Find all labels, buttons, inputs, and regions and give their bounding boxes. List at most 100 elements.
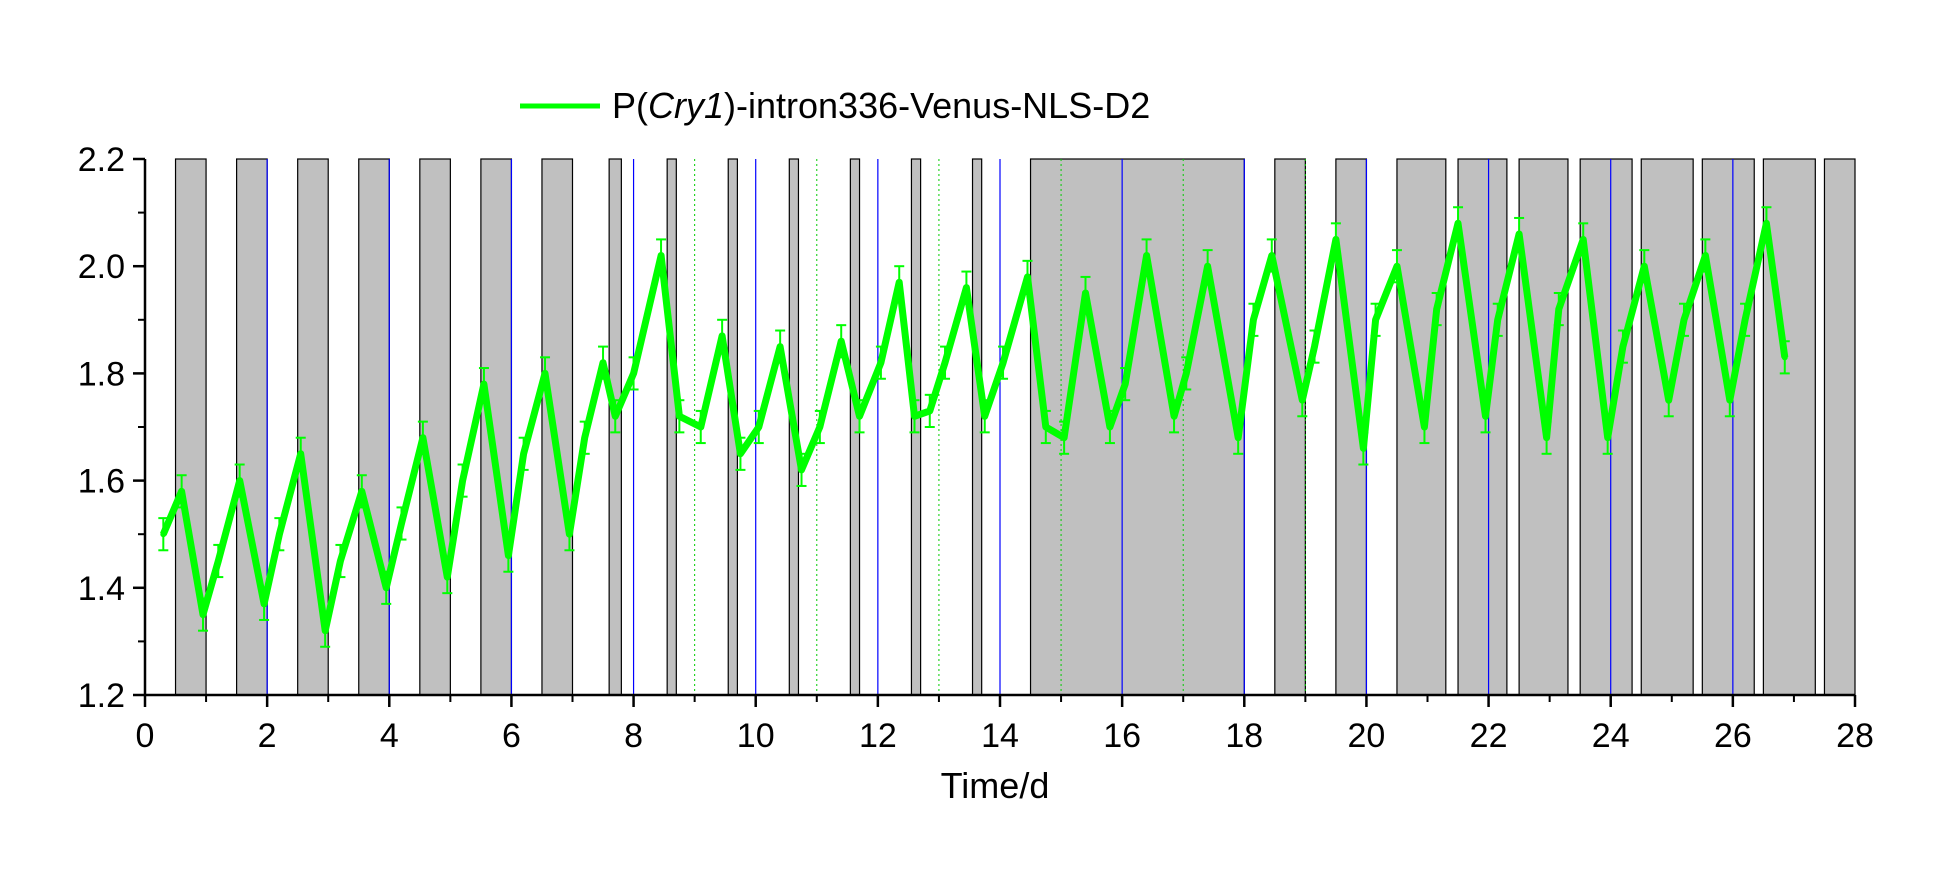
data-point	[1250, 316, 1257, 323]
data-point	[200, 611, 207, 618]
data-point	[1000, 359, 1007, 366]
data-point	[1763, 220, 1770, 227]
axes: 0 2 4 6 8 10 12 14 16 18 20 22 24 26 281.21.41.61.82.0…	[78, 141, 1874, 755]
data-point	[856, 413, 863, 420]
data-point	[1082, 290, 1089, 296]
x-tick-label: 20	[1348, 717, 1386, 755]
data-point	[1455, 220, 1462, 227]
data-point	[926, 407, 933, 414]
data-point	[755, 424, 762, 430]
data-point	[911, 413, 918, 420]
data-point	[1742, 316, 1749, 323]
data-point	[1555, 306, 1562, 313]
x-tick-label: 18	[1225, 717, 1263, 755]
dark-period-band	[1396, 158, 1447, 696]
data-point	[719, 332, 726, 339]
series-line	[160, 219, 1789, 635]
data-point	[1641, 263, 1648, 270]
dark-period-band	[1457, 158, 1508, 696]
data-point	[896, 279, 903, 286]
data-point	[383, 584, 390, 591]
data-point	[877, 359, 884, 366]
data-point	[798, 466, 805, 473]
x-tick-label: 8	[624, 717, 643, 755]
data-point	[1781, 354, 1788, 361]
x-tick-label: 24	[1592, 717, 1630, 755]
data-point	[777, 343, 784, 350]
dark-period-band	[541, 158, 574, 696]
x-tick-label: 2	[258, 717, 277, 755]
data-point	[505, 552, 512, 559]
x-tick-label: 14	[981, 717, 1019, 755]
dark-period-band	[1640, 158, 1694, 696]
data-point	[1393, 263, 1400, 270]
data-point	[1332, 236, 1339, 243]
data-point	[1268, 252, 1275, 259]
data-point	[398, 520, 405, 527]
data-point	[1311, 343, 1318, 350]
x-tick-label: 16	[1103, 717, 1141, 755]
legend-suffix: )-intron336-Venus-NLS-D2	[724, 85, 1150, 126]
dark-period-bands	[174, 158, 1856, 696]
data-point	[1122, 381, 1129, 388]
data-point	[1042, 424, 1049, 430]
data-point	[1580, 236, 1587, 243]
data-point	[276, 531, 283, 538]
dark-period-band	[666, 158, 677, 696]
data-point	[1235, 434, 1242, 441]
data-point	[1299, 397, 1306, 404]
data-point	[1171, 413, 1178, 420]
dark-period-band	[910, 158, 922, 696]
data-point	[1183, 370, 1190, 377]
data-point	[1604, 434, 1611, 441]
series-layer	[158, 206, 1790, 648]
data-point	[838, 338, 845, 345]
data-point	[297, 450, 304, 457]
y-tick-label: 2.0	[78, 248, 125, 286]
dark-period-band	[480, 158, 513, 696]
data-point	[1143, 252, 1150, 259]
y-tick-label: 1.2	[78, 677, 125, 715]
data-point	[1702, 252, 1709, 259]
data-point	[1543, 434, 1550, 441]
data-point	[981, 413, 988, 420]
data-point	[1024, 273, 1031, 280]
data-point	[697, 424, 704, 430]
data-point	[676, 413, 683, 420]
data-point	[816, 424, 823, 430]
dark-period-band	[358, 158, 390, 696]
y-tick-label: 1.8	[78, 355, 125, 393]
data-point	[1726, 397, 1733, 404]
data-point	[1619, 343, 1626, 350]
data-point	[459, 477, 466, 484]
data-point	[630, 370, 637, 377]
data-point	[942, 359, 949, 366]
data-point	[1421, 424, 1428, 430]
legend-italic: Cry1	[648, 85, 724, 126]
data-point	[419, 434, 426, 441]
data-point	[1061, 434, 1068, 441]
legend: P(Cry1)-intron336-Venus-NLS-D2	[520, 85, 1150, 126]
data-point	[737, 450, 744, 457]
x-tick-label: 4	[380, 717, 399, 755]
data-point	[1106, 424, 1113, 430]
data-point	[1360, 445, 1367, 452]
x-tick-label: 12	[859, 717, 897, 755]
legend-prefix: P(	[612, 85, 648, 126]
data-point	[658, 252, 665, 259]
x-tick-label: 0	[136, 717, 155, 755]
data-point	[337, 558, 344, 564]
data-point	[160, 531, 167, 538]
data-point	[600, 359, 607, 366]
data-point	[178, 488, 185, 495]
data-point	[1204, 263, 1211, 270]
dark-period-band	[971, 158, 983, 696]
x-tick-label: 22	[1470, 717, 1508, 755]
data-point	[322, 627, 329, 634]
data-point	[1372, 316, 1379, 323]
dark-period-band	[1823, 158, 1856, 696]
dark-period-band	[1701, 158, 1755, 696]
data-point	[236, 477, 243, 484]
x-tick-label: 26	[1714, 717, 1752, 755]
data-point	[1494, 316, 1501, 323]
